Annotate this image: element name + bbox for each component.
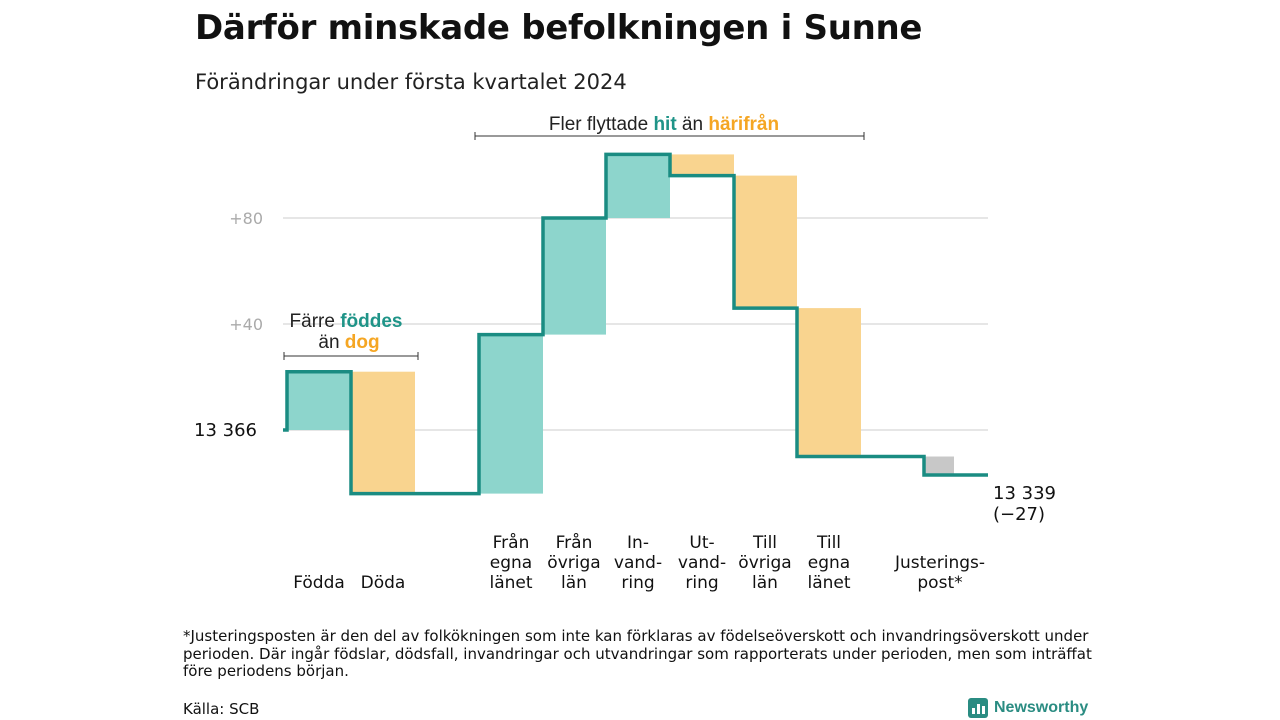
newsworthy-icon: [968, 698, 988, 718]
bar-8: [797, 308, 861, 457]
bar-5: [606, 154, 670, 218]
bar-1: [287, 371, 351, 430]
annotation-births-line1: Färre föddes: [290, 311, 403, 332]
y-tick-label: +80: [229, 209, 263, 228]
bar-3: [479, 334, 543, 494]
annotation-migration-text-a: Fler flyttade: [549, 114, 654, 135]
category-label: vand-: [614, 553, 662, 573]
cumulative-step-line: [283, 152, 988, 496]
footnote: *Justeringsposten är den del av folkökni…: [183, 627, 1092, 680]
annotation-births-line2: än dog: [318, 332, 379, 353]
bars-layer: [287, 154, 954, 494]
annotation-births-text-a: Färre: [290, 311, 341, 332]
category-label: övriga: [547, 553, 600, 573]
category-label: Från: [493, 532, 530, 553]
category-label: länet: [489, 573, 532, 593]
bar-7: [734, 175, 797, 309]
y-tick-label: +40: [229, 315, 263, 334]
category-label: län: [561, 573, 587, 593]
start-value-label: 13 366: [194, 420, 257, 441]
category-label: länet: [807, 573, 850, 593]
annotation-migration-text-b: hit: [653, 114, 677, 135]
annotation-births-bracket: [283, 352, 419, 360]
category-label: vand-: [678, 553, 726, 573]
annotation-migration-bracket: [474, 132, 865, 140]
annotation-births-text-d: dog: [345, 332, 380, 353]
source-label: Källa: SCB: [183, 700, 260, 718]
category-label: In-: [627, 533, 649, 553]
annotation-births-text-b: föddes: [340, 311, 402, 332]
category-label: egna: [808, 553, 850, 573]
line-layer: [283, 152, 988, 496]
bar-2: [351, 371, 415, 494]
category-label: Till: [752, 533, 777, 553]
annotation-migration-text-d: härifrån: [708, 114, 779, 135]
category-label: övriga: [738, 553, 791, 573]
end-value-label: 13 339: [993, 483, 1056, 504]
category-label: ring: [685, 573, 718, 593]
chart-subtitle: Förändringar under första kvartalet 2024: [195, 70, 627, 94]
annotation-migration-text-c: än: [677, 114, 709, 135]
category-label: Ut-: [689, 533, 714, 553]
category-label: Till: [816, 533, 841, 553]
annotation-births-text-c: än: [318, 332, 344, 353]
brand-logo: Newsworthy: [968, 697, 1088, 719]
end-change-label: (−27): [993, 504, 1045, 525]
category-label: län: [752, 573, 778, 593]
category-label: ring: [621, 573, 654, 593]
category-label: Justerings-: [894, 553, 985, 573]
bar-4: [543, 218, 606, 335]
bar-6: [670, 154, 734, 176]
category-label: Döda: [361, 573, 406, 593]
category-label: Födda: [293, 573, 345, 593]
chart-title: Därför minskade befolkningen i Sunne: [195, 8, 923, 48]
bar-9: [924, 456, 954, 476]
category-label: egna: [490, 553, 532, 573]
annotation-layer: Färre föddes än dog Fler flyttade hit än…: [283, 114, 865, 360]
annotation-migration: Fler flyttade hit än härifrån: [549, 114, 779, 135]
brand-name: Newsworthy: [994, 699, 1089, 716]
category-label: post*: [917, 573, 962, 593]
category-label: Från: [556, 532, 593, 553]
